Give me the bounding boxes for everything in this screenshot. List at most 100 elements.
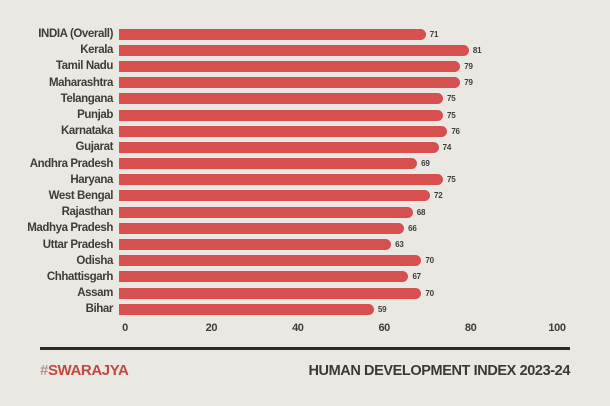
bar (119, 60, 461, 72)
brand-hash: # (40, 362, 48, 379)
bar (119, 44, 469, 56)
brand-name: SWARAJYA (47, 362, 129, 379)
bar-track: 59 (119, 303, 610, 315)
bar (119, 287, 422, 299)
value-label: 70 (425, 288, 434, 298)
bar-track: 74 (119, 141, 610, 153)
value-label: 68 (416, 207, 426, 217)
value-label: 71 (429, 29, 439, 39)
bar-row: Kerala 81 (0, 42, 610, 58)
value-label: 74 (442, 142, 452, 152)
bar-row: Bihar 59 (0, 301, 610, 317)
bar-row: West Bengal 72 (0, 188, 610, 204)
bar-row: Rajasthan 68 (0, 204, 610, 220)
category-label: West Bengal (48, 189, 114, 202)
category-label: Karnataka (60, 125, 113, 138)
x-axis-tick: 20 (205, 322, 218, 335)
bar-track: 79 (119, 77, 610, 89)
category-label: Punjab (77, 109, 113, 122)
bar-row: Tamil Nadu 79 (0, 58, 610, 74)
bar (119, 93, 443, 105)
bar-track: 81 (119, 44, 610, 56)
value-label: 75 (447, 175, 456, 185)
bar-track: 63 (119, 239, 610, 251)
bar-row: INDIA (Overall) 71 (0, 26, 610, 42)
bar-row: Punjab 75 (0, 107, 610, 123)
bar-row: Andhra Pradesh 69 (0, 156, 610, 172)
x-axis-tick: 80 (464, 322, 477, 335)
value-label: 67 (412, 272, 421, 282)
value-label: 79 (464, 78, 473, 88)
value-label: 69 (421, 159, 430, 169)
category-label: Rajasthan (61, 206, 114, 219)
bar-row: Karnataka 76 (0, 123, 610, 139)
category-label: Tamil Nadu (55, 60, 114, 73)
bar-track: 68 (119, 206, 610, 218)
value-label: 66 (408, 223, 417, 233)
bar (119, 239, 392, 251)
category-label: Assam (77, 287, 113, 300)
category-label: Andhra Pradesh (29, 157, 114, 170)
bar-row: Madhya Pradesh 66 (0, 220, 610, 236)
category-label: Uttar Pradesh (42, 238, 114, 251)
bar-track: 79 (119, 60, 610, 72)
bar-row: Maharashtra 79 (0, 75, 610, 91)
bar (119, 174, 443, 186)
bar-track: 75 (119, 109, 610, 121)
category-label: Telangana (60, 92, 114, 105)
x-axis-tick: 60 (378, 322, 390, 335)
x-axis-tick: 100 (548, 322, 566, 335)
bar-rows: INDIA (Overall) 71 Kerala 81 Tamil Nadu 79 Mah… (0, 26, 610, 317)
category-label: Bihar (85, 303, 114, 316)
bar (119, 271, 409, 283)
bar (119, 141, 439, 153)
bar-track: 76 (119, 125, 610, 137)
category-label: Kerala (80, 44, 113, 57)
bar-track: 69 (119, 158, 610, 170)
bar-row: Telangana 75 (0, 91, 610, 107)
bar-track: 70 (119, 255, 610, 267)
value-label: 72 (434, 191, 443, 201)
bar (119, 109, 443, 121)
category-label: Madhya Pradesh (27, 222, 113, 235)
category-label: INDIA (Overall) (38, 28, 113, 41)
value-label: 63 (395, 240, 404, 250)
bar (119, 158, 418, 170)
bar-row: Chhattisgarh 67 (0, 269, 610, 285)
bar-track: 75 (119, 93, 610, 105)
category-label: Maharashtra (49, 76, 113, 89)
category-label: Haryana (70, 173, 113, 186)
bar-row: Gujarat 74 (0, 139, 610, 155)
brand-swarajya: #SWARAJYA (40, 362, 129, 379)
bar (119, 77, 461, 89)
chart-title: HUMAN DEVELOPMENT INDEX 2023-24 (308, 362, 570, 379)
value-label: 79 (464, 61, 473, 71)
bar-row: Uttar Pradesh 63 (0, 236, 610, 252)
category-label: Chhattisgarh (46, 270, 114, 283)
bar (119, 190, 431, 202)
bar-track: 66 (119, 222, 610, 234)
value-label: 75 (447, 110, 456, 120)
bar-track: 70 (119, 287, 610, 299)
bar (119, 303, 374, 315)
x-axis-tick: 0 (122, 322, 128, 335)
x-axis-tick: 40 (292, 322, 304, 335)
bar (119, 28, 426, 40)
footer: #SWARAJYA HUMAN DEVELOPMENT INDEX 2023-2… (40, 362, 570, 379)
x-axis: 0 20 40 60 80 100 (122, 320, 610, 338)
bar (119, 222, 405, 234)
bar-track: 75 (119, 174, 610, 186)
hdi-bar-chart: INDIA (Overall) 71 Kerala 81 Tamil Nadu 79 Mah… (0, 26, 610, 338)
value-label: 75 (447, 94, 456, 104)
value-label: 59 (377, 304, 387, 314)
value-label: 81 (472, 45, 482, 55)
bar-row: Assam 70 (0, 285, 610, 301)
bar (119, 206, 413, 218)
bar-track: 67 (119, 271, 610, 283)
footer-divider (40, 347, 570, 350)
bar-row: Odisha 70 (0, 253, 610, 269)
bar (119, 255, 422, 267)
value-label: 70 (425, 256, 434, 266)
bar (119, 125, 448, 137)
bar-row: Haryana 75 (0, 172, 610, 188)
